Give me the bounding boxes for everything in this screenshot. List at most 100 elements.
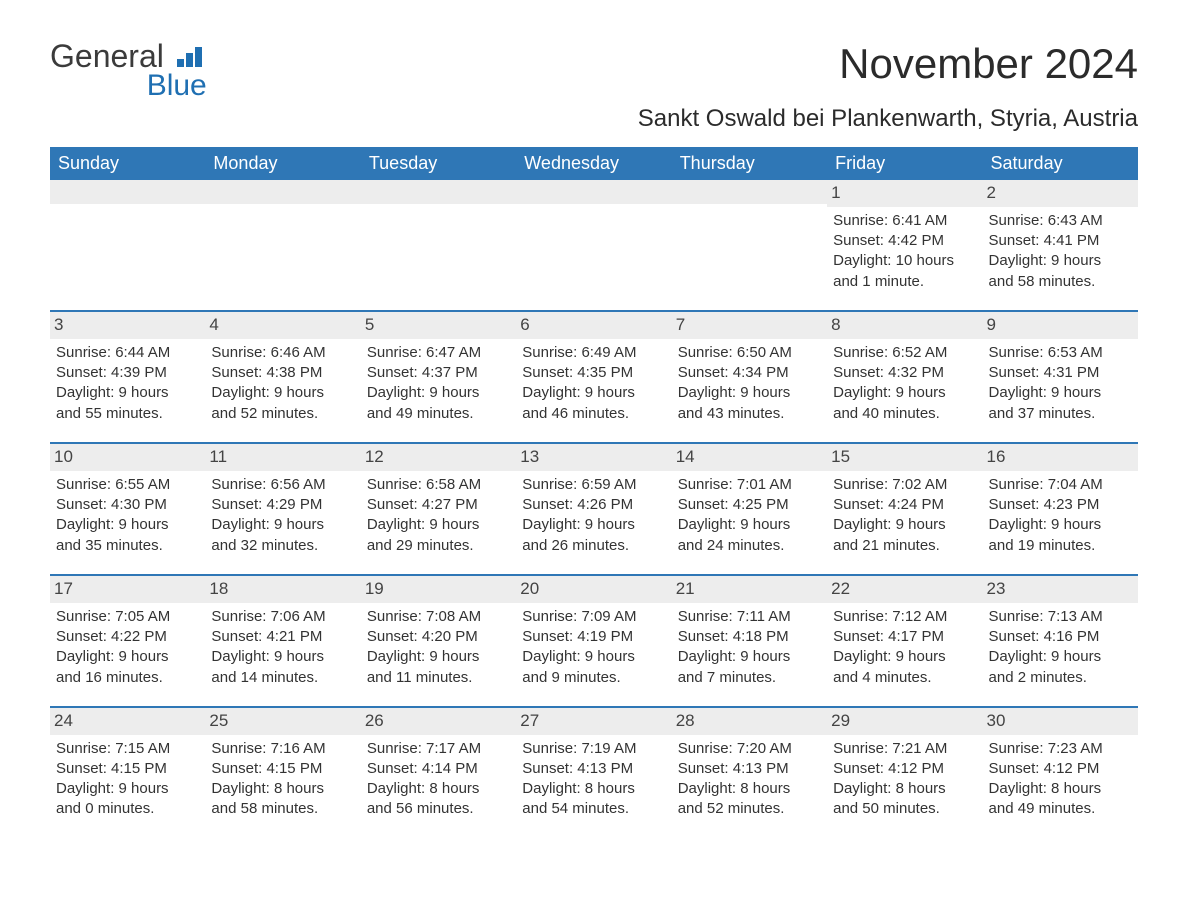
day-sunset: Sunset: 4:30 PM [56, 495, 199, 515]
calendar-week-row: 3Sunrise: 6:44 AMSunset: 4:39 PMDaylight… [50, 311, 1138, 443]
day-number: 12 [361, 444, 516, 471]
day-dl2: and 35 minutes. [56, 536, 199, 556]
day-number: 26 [361, 708, 516, 735]
day-sunrise: Sunrise: 6:52 AM [833, 343, 976, 363]
calendar-week-row: 10Sunrise: 6:55 AMSunset: 4:30 PMDayligh… [50, 443, 1138, 575]
day-dl2: and 55 minutes. [56, 404, 199, 424]
day-sunrise: Sunrise: 7:17 AM [367, 739, 510, 759]
day-sunset: Sunset: 4:24 PM [833, 495, 976, 515]
day-sunrise: Sunrise: 6:41 AM [833, 211, 976, 231]
calendar-day-cell: 25Sunrise: 7:16 AMSunset: 4:15 PMDayligh… [205, 707, 360, 838]
calendar-day-cell: 11Sunrise: 6:56 AMSunset: 4:29 PMDayligh… [205, 443, 360, 575]
day-number: 15 [827, 444, 982, 471]
day-sunset: Sunset: 4:20 PM [367, 627, 510, 647]
day-dl2: and 58 minutes. [211, 799, 354, 819]
calendar-body: 1Sunrise: 6:41 AMSunset: 4:42 PMDaylight… [50, 180, 1138, 838]
calendar-day-cell: 2Sunrise: 6:43 AMSunset: 4:41 PMDaylight… [983, 180, 1138, 311]
calendar-day-cell: 13Sunrise: 6:59 AMSunset: 4:26 PMDayligh… [516, 443, 671, 575]
calendar-page: General Blue November 2024 Sankt Oswald … [0, 0, 1188, 878]
day-number: 22 [827, 576, 982, 603]
day-sunrise: Sunrise: 7:02 AM [833, 475, 976, 495]
day-dl1: Daylight: 9 hours [989, 647, 1132, 667]
calendar-day-cell: 4Sunrise: 6:46 AMSunset: 4:38 PMDaylight… [205, 311, 360, 443]
day-dl2: and 19 minutes. [989, 536, 1132, 556]
calendar-header-row: Sunday Monday Tuesday Wednesday Thursday… [50, 147, 1138, 180]
day-number [672, 180, 827, 204]
calendar-day-cell: 10Sunrise: 6:55 AMSunset: 4:30 PMDayligh… [50, 443, 205, 575]
day-sunset: Sunset: 4:21 PM [211, 627, 354, 647]
day-dl2: and 26 minutes. [522, 536, 665, 556]
calendar-day-cell: 23Sunrise: 7:13 AMSunset: 4:16 PMDayligh… [983, 575, 1138, 707]
day-dl2: and 1 minute. [833, 272, 976, 292]
day-sunset: Sunset: 4:35 PM [522, 363, 665, 383]
day-dl2: and 16 minutes. [56, 668, 199, 688]
day-number: 6 [516, 312, 671, 339]
location-subtitle: Sankt Oswald bei Plankenwarth, Styria, A… [50, 105, 1138, 133]
day-sunrise: Sunrise: 7:01 AM [678, 475, 821, 495]
day-sunset: Sunset: 4:22 PM [56, 627, 199, 647]
day-number: 10 [50, 444, 205, 471]
day-number: 29 [827, 708, 982, 735]
calendar-day-cell: 8Sunrise: 6:52 AMSunset: 4:32 PMDaylight… [827, 311, 982, 443]
calendar-day-cell: 28Sunrise: 7:20 AMSunset: 4:13 PMDayligh… [672, 707, 827, 838]
calendar-day-cell: 1Sunrise: 6:41 AMSunset: 4:42 PMDaylight… [827, 180, 982, 311]
calendar-day-cell: 15Sunrise: 7:02 AMSunset: 4:24 PMDayligh… [827, 443, 982, 575]
day-dl2: and 49 minutes. [367, 404, 510, 424]
day-dl1: Daylight: 9 hours [678, 383, 821, 403]
day-header-sun: Sunday [50, 147, 205, 180]
calendar-day-cell [516, 180, 671, 311]
day-number: 14 [672, 444, 827, 471]
day-dl2: and 24 minutes. [678, 536, 821, 556]
day-number: 24 [50, 708, 205, 735]
day-sunrise: Sunrise: 7:15 AM [56, 739, 199, 759]
day-sunrise: Sunrise: 6:44 AM [56, 343, 199, 363]
day-sunrise: Sunrise: 7:09 AM [522, 607, 665, 627]
day-dl2: and 43 minutes. [678, 404, 821, 424]
day-header-thu: Thursday [672, 147, 827, 180]
day-dl2: and 29 minutes. [367, 536, 510, 556]
day-number: 18 [205, 576, 360, 603]
day-sunrise: Sunrise: 6:59 AM [522, 475, 665, 495]
day-sunset: Sunset: 4:15 PM [211, 759, 354, 779]
logo-text: General Blue [50, 40, 207, 101]
day-sunrise: Sunrise: 7:13 AM [989, 607, 1132, 627]
day-number: 21 [672, 576, 827, 603]
calendar-day-cell: 17Sunrise: 7:05 AMSunset: 4:22 PMDayligh… [50, 575, 205, 707]
day-number: 23 [983, 576, 1138, 603]
day-sunrise: Sunrise: 7:20 AM [678, 739, 821, 759]
day-sunrise: Sunrise: 6:47 AM [367, 343, 510, 363]
day-sunrise: Sunrise: 7:08 AM [367, 607, 510, 627]
day-sunset: Sunset: 4:27 PM [367, 495, 510, 515]
day-dl1: Daylight: 9 hours [367, 383, 510, 403]
calendar-day-cell: 24Sunrise: 7:15 AMSunset: 4:15 PMDayligh… [50, 707, 205, 838]
day-dl1: Daylight: 9 hours [56, 779, 199, 799]
calendar-day-cell: 5Sunrise: 6:47 AMSunset: 4:37 PMDaylight… [361, 311, 516, 443]
day-number: 20 [516, 576, 671, 603]
day-number [50, 180, 205, 204]
day-dl1: Daylight: 9 hours [678, 647, 821, 667]
day-sunset: Sunset: 4:26 PM [522, 495, 665, 515]
day-dl2: and 32 minutes. [211, 536, 354, 556]
day-sunset: Sunset: 4:25 PM [678, 495, 821, 515]
calendar-day-cell: 18Sunrise: 7:06 AMSunset: 4:21 PMDayligh… [205, 575, 360, 707]
day-number: 11 [205, 444, 360, 471]
day-dl1: Daylight: 9 hours [211, 647, 354, 667]
header-row: General Blue November 2024 [50, 40, 1138, 101]
day-sunrise: Sunrise: 7:12 AM [833, 607, 976, 627]
day-dl1: Daylight: 9 hours [211, 515, 354, 535]
day-number: 16 [983, 444, 1138, 471]
calendar-day-cell: 12Sunrise: 6:58 AMSunset: 4:27 PMDayligh… [361, 443, 516, 575]
day-dl1: Daylight: 9 hours [522, 647, 665, 667]
day-sunset: Sunset: 4:37 PM [367, 363, 510, 383]
day-dl2: and 9 minutes. [522, 668, 665, 688]
day-number: 17 [50, 576, 205, 603]
day-sunset: Sunset: 4:32 PM [833, 363, 976, 383]
day-header-wed: Wednesday [516, 147, 671, 180]
day-dl1: Daylight: 9 hours [522, 383, 665, 403]
day-sunrise: Sunrise: 7:16 AM [211, 739, 354, 759]
day-number: 2 [983, 180, 1138, 207]
day-sunrise: Sunrise: 6:56 AM [211, 475, 354, 495]
day-dl1: Daylight: 8 hours [367, 779, 510, 799]
day-number: 9 [983, 312, 1138, 339]
day-sunset: Sunset: 4:34 PM [678, 363, 821, 383]
